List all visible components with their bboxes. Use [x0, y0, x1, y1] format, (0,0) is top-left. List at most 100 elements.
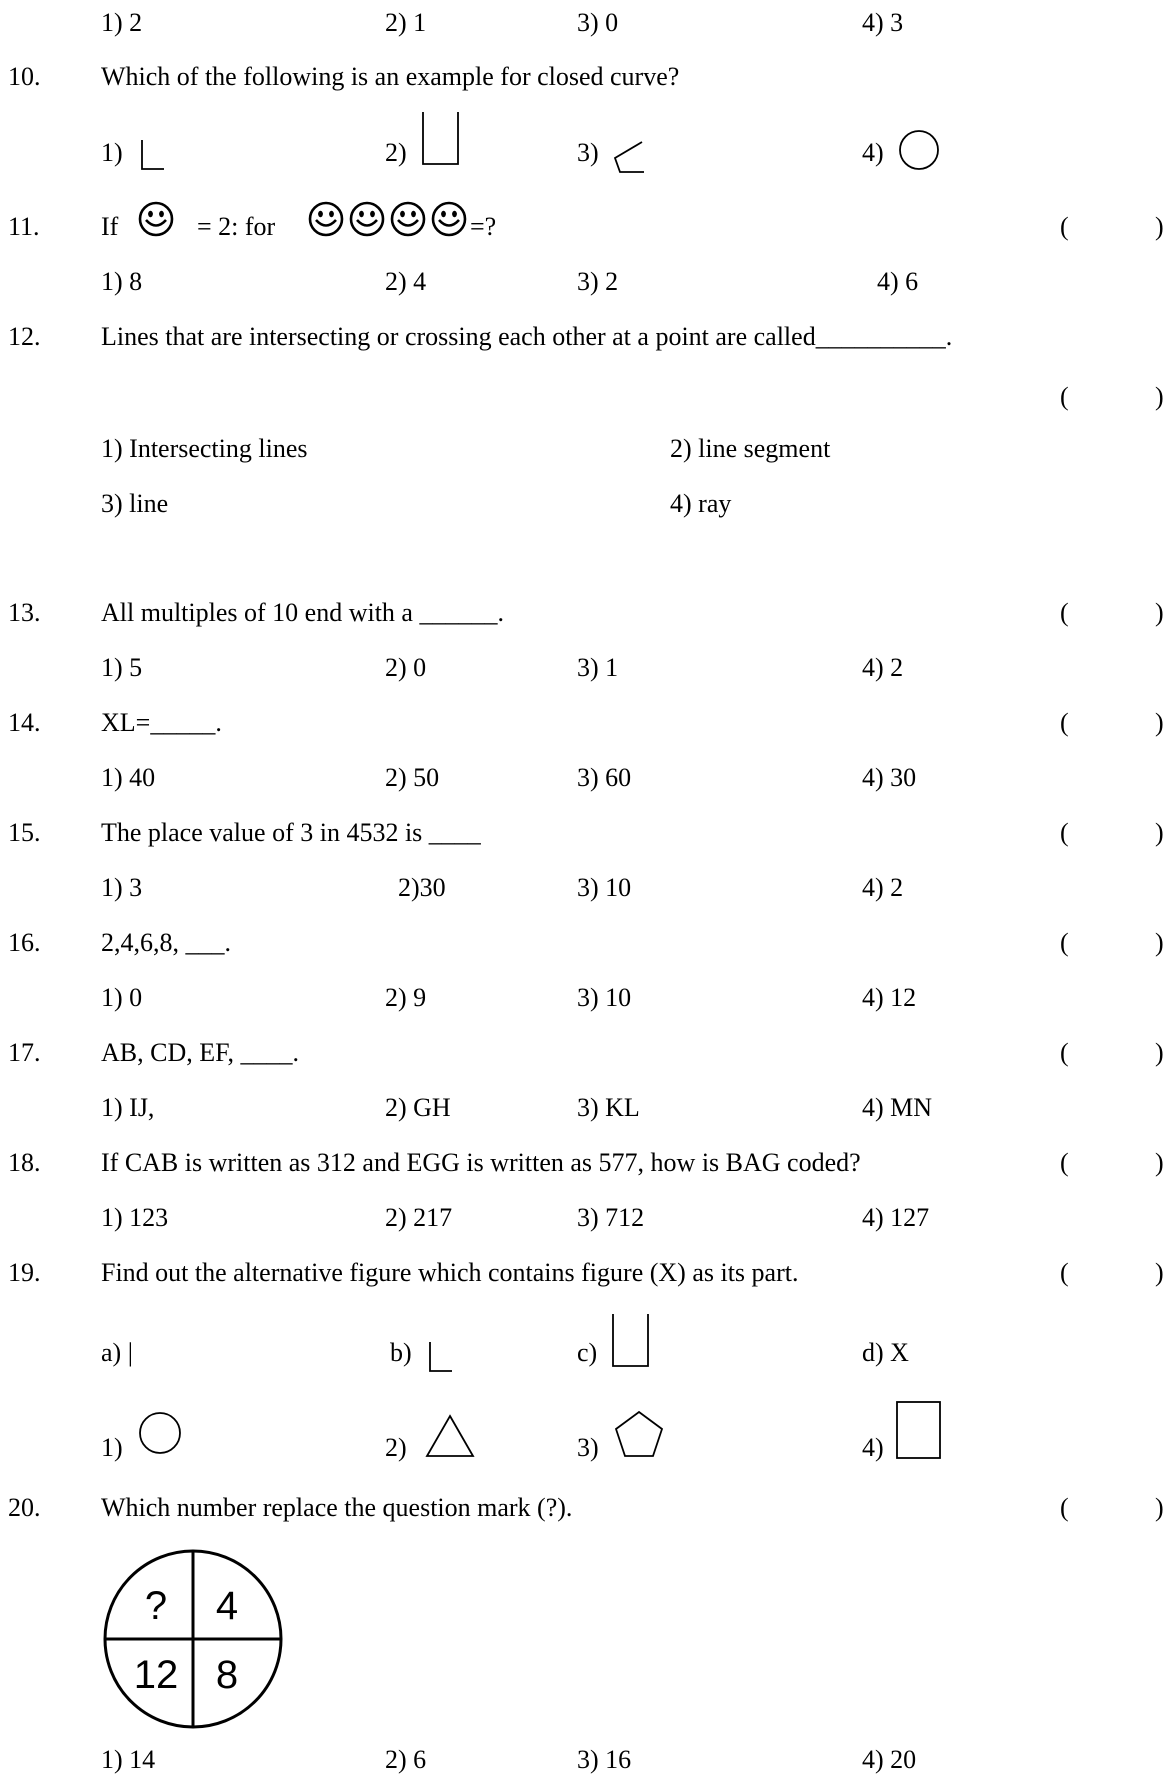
q19-option-4: 4) — [862, 1433, 884, 1462]
q16-number: 16. — [8, 928, 41, 957]
q12-option-3: 3) line — [101, 489, 169, 518]
q20-question: Which number replace the question mark (… — [101, 1493, 573, 1522]
q9-option-2: 2) 1 — [385, 8, 427, 37]
smiley-icon — [390, 201, 426, 237]
open-box-shape-icon — [612, 1314, 649, 1367]
q17-question: AB, CD, EF, ____. — [101, 1038, 299, 1067]
q13-option-1: 1) 5 — [101, 653, 143, 682]
q11-equals: = 2: for — [197, 212, 276, 241]
smiley-icon — [431, 201, 467, 237]
answer-paren-open: ( — [1060, 1493, 1069, 1522]
answer-paren-open: ( — [1060, 212, 1069, 241]
q10-option-1: 1) — [101, 138, 123, 167]
q9-option-4: 4) 3 — [862, 8, 904, 37]
q16-option-2: 2) 9 — [385, 983, 427, 1012]
q20-option-4: 4) 20 — [862, 1745, 917, 1774]
q12-option-4: 4) ray — [670, 489, 732, 518]
answer-paren-open: ( — [1060, 928, 1069, 957]
open-angle-shape-icon — [613, 141, 644, 173]
smiley-icon — [349, 201, 385, 237]
rectangle-shape-icon — [896, 1401, 941, 1459]
q20-option-2: 2) 6 — [385, 1745, 427, 1774]
q13-question: All multiples of 10 end with a ______. — [101, 598, 504, 627]
answer-paren-open: ( — [1060, 1258, 1069, 1287]
q14-option-3: 3) 60 — [577, 763, 632, 792]
q12-number: 12. — [8, 322, 41, 351]
q12-option-1: 1) Intersecting lines — [101, 434, 308, 463]
q18-number: 18. — [8, 1148, 41, 1177]
q15-option-4: 4) 2 — [862, 873, 904, 902]
answer-paren-open: ( — [1060, 382, 1069, 411]
q10-number: 10. — [8, 62, 41, 91]
q19-option-1: 1) — [101, 1433, 123, 1462]
q11-option-2: 2) 4 — [385, 267, 427, 296]
q15-option-1: 1) 3 — [101, 873, 143, 902]
triangle-shape-icon — [425, 1414, 475, 1457]
q14-option-4: 4) 30 — [862, 763, 917, 792]
q13-option-3: 3) 1 — [577, 653, 619, 682]
q19-option-3: 3) — [577, 1433, 599, 1462]
q11-if: If — [101, 212, 119, 241]
answer-paren-open: ( — [1060, 1148, 1069, 1177]
answer-paren-open: ( — [1060, 1038, 1069, 1067]
q9-option-3: 3) 0 — [577, 8, 619, 37]
q16-option-1: 1) 0 — [101, 983, 143, 1012]
q19-figure-c-label: c) — [577, 1338, 598, 1367]
q17-option-4: 4) MN — [862, 1093, 933, 1122]
q14-option-1: 1) 40 — [101, 763, 156, 792]
q14-number: 14. — [8, 708, 41, 737]
answer-paren-close: ) — [1155, 382, 1164, 411]
q11-number: 11. — [8, 212, 40, 241]
q10-option-3: 3) — [577, 138, 599, 167]
q19-option-2: 2) — [385, 1433, 407, 1462]
q18-question: If CAB is written as 312 and EGG is writ… — [101, 1148, 861, 1177]
answer-paren-close: ) — [1155, 1038, 1164, 1067]
answer-paren-close: ) — [1155, 1148, 1164, 1177]
q19-figure-d: d) X — [862, 1338, 909, 1367]
q20-option-1: 1) 14 — [101, 1745, 156, 1774]
q18-option-2: 2) 217 — [385, 1203, 453, 1232]
q15-number: 15. — [8, 818, 41, 847]
q13-option-4: 4) 2 — [862, 653, 904, 682]
answer-paren-close: ) — [1155, 928, 1164, 957]
q18-option-3: 3) 712 — [577, 1203, 645, 1232]
q16-option-3: 3) 10 — [577, 983, 632, 1012]
open-box-shape-icon — [422, 112, 459, 165]
answer-paren-open: ( — [1060, 818, 1069, 847]
circle-bottom-left-value: 12 — [134, 1653, 179, 1697]
answer-paren-close: ) — [1155, 598, 1164, 627]
open-corner-shape-icon — [429, 1342, 452, 1372]
q18-option-1: 1) 123 — [101, 1203, 169, 1232]
q19-figure-a: a) | — [101, 1338, 133, 1367]
answer-paren-open: ( — [1060, 598, 1069, 627]
q15-option-3: 3) 10 — [577, 873, 632, 902]
answer-paren-close: ) — [1155, 1493, 1164, 1522]
pentagon-shape-icon — [614, 1410, 664, 1457]
q14-question: XL=_____. — [101, 708, 222, 737]
q14-option-2: 2) 50 — [385, 763, 440, 792]
q13-option-2: 2) 0 — [385, 653, 427, 682]
q19-number: 19. — [8, 1258, 41, 1287]
q11-option-1: 1) 8 — [101, 267, 143, 296]
q17-option-2: 2) GH — [385, 1093, 451, 1122]
circle-shape-icon — [139, 1412, 181, 1454]
circle-top-right-value: 4 — [216, 1584, 238, 1628]
open-corner-shape-icon — [141, 140, 164, 170]
answer-paren-open: ( — [1060, 708, 1069, 737]
smiley-icon — [308, 201, 344, 237]
q10-question: Which of the following is an example for… — [101, 62, 680, 91]
smiley-icon — [138, 201, 174, 237]
q10-option-2: 2) — [385, 138, 407, 167]
answer-paren-close: ) — [1155, 708, 1164, 737]
q20-option-3: 3) 16 — [577, 1745, 632, 1774]
q11-tail: =? — [470, 212, 497, 241]
answer-paren-close: ) — [1155, 212, 1164, 241]
number-circle-puzzle: ? 4 12 8 — [103, 1549, 283, 1729]
circle-bottom-right-value: 8 — [216, 1653, 238, 1697]
circle-shape-icon — [899, 130, 939, 170]
q16-option-4: 4) 12 — [862, 983, 917, 1012]
q20-number: 20. — [8, 1493, 41, 1522]
q11-option-4: 4) 6 — [877, 267, 919, 296]
answer-paren-close: ) — [1155, 818, 1164, 847]
circle-top-left-value: ? — [145, 1584, 167, 1628]
